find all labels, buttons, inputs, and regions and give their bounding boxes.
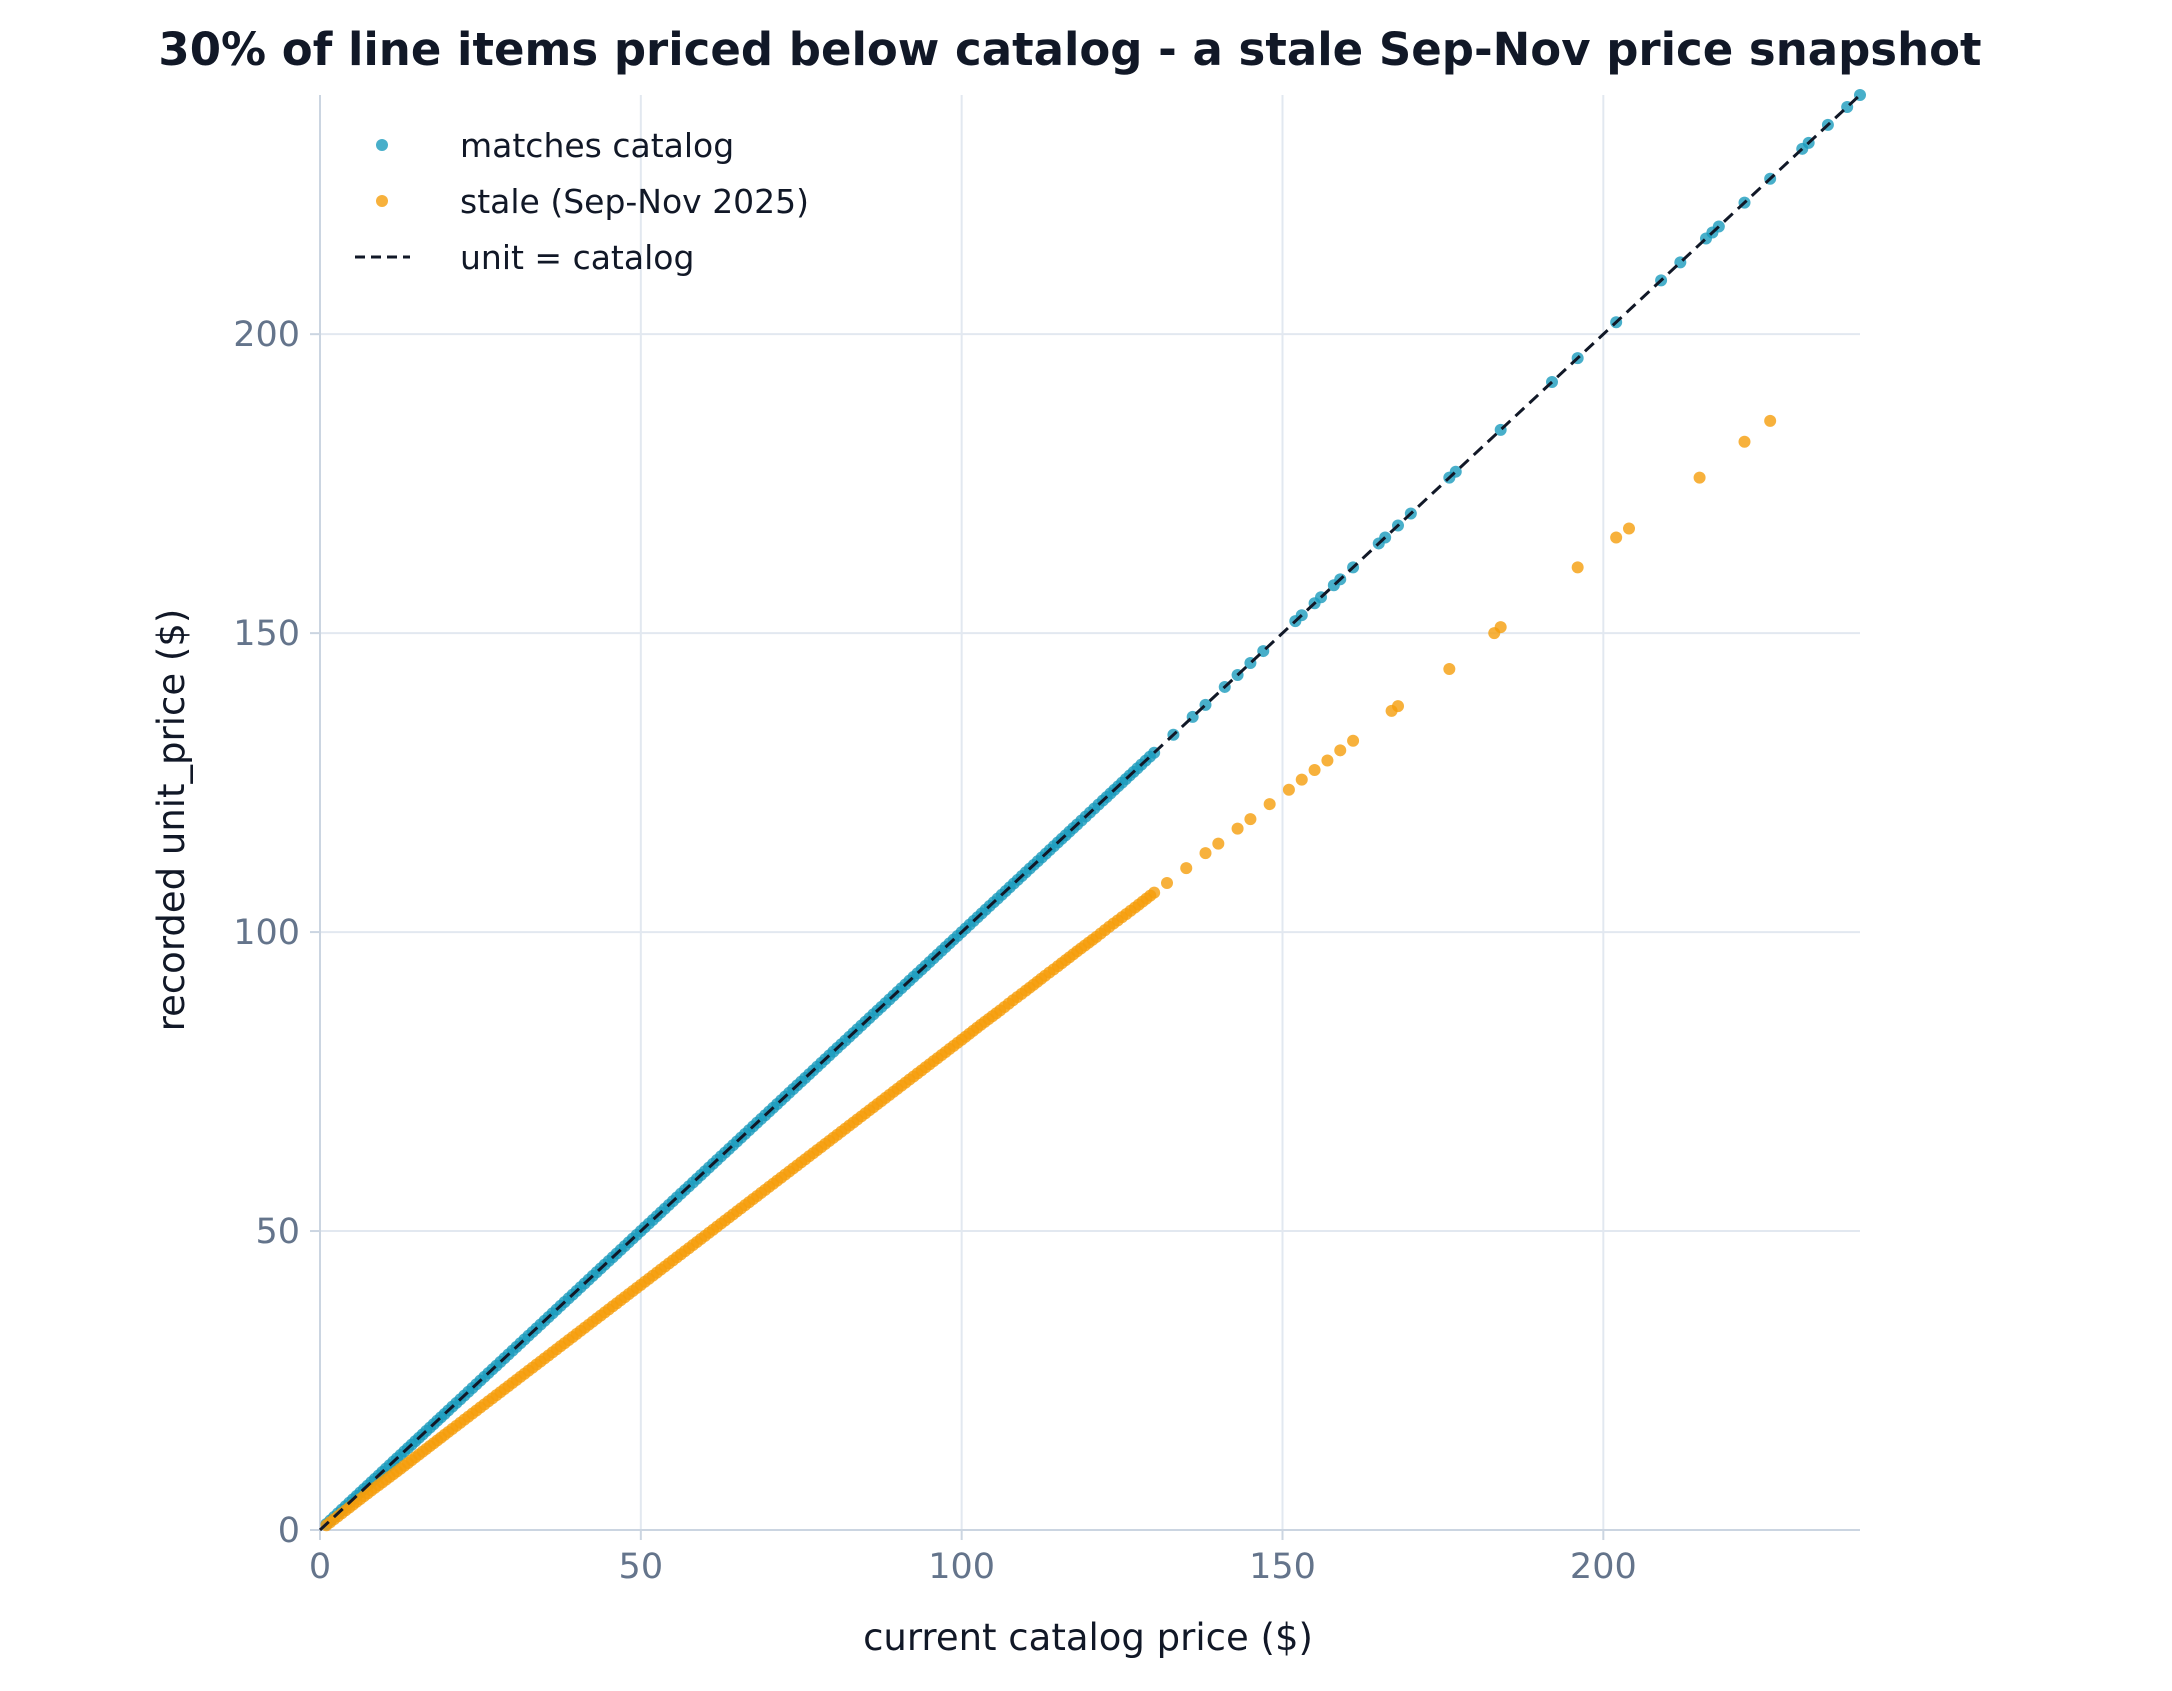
data-point	[1334, 744, 1347, 757]
data-point	[1282, 783, 1295, 796]
data-point	[1098, 924, 1111, 937]
data-point	[1015, 987, 1028, 1000]
data-point	[1144, 889, 1157, 902]
legend-dot-marker	[376, 195, 388, 207]
x-tick-label: 200	[1570, 1547, 1637, 1587]
series-1	[320, 414, 1777, 1532]
data-point	[1494, 621, 1507, 634]
data-point	[1764, 414, 1777, 427]
data-point	[1124, 904, 1137, 917]
data-point	[1111, 914, 1124, 927]
data-point	[1086, 933, 1099, 946]
legend-dot-marker	[376, 139, 388, 151]
y-tick-label: 0	[278, 1511, 300, 1551]
data-point	[1035, 972, 1048, 985]
data-point	[1738, 435, 1751, 448]
data-point	[1623, 522, 1635, 535]
y-axis-label: recorded unit_price ($)	[150, 609, 193, 1032]
x-tick-label: 50	[619, 1547, 664, 1587]
x-tick-label: 0	[309, 1547, 331, 1587]
reference-line-layer	[318, 93, 1862, 1532]
data-point	[1321, 754, 1334, 767]
data-point	[1392, 700, 1404, 713]
data-point	[1610, 531, 1623, 544]
y-tick-label: 50	[255, 1212, 300, 1252]
data-point	[1347, 734, 1360, 747]
data-point	[1443, 663, 1456, 675]
data-point	[1047, 963, 1060, 976]
chart-title: 30% of line items priced below catalog -…	[158, 23, 1981, 76]
data-point	[1180, 862, 1193, 875]
data-point	[1263, 798, 1276, 811]
reference-line	[318, 93, 1862, 1532]
y-tick-label: 150	[233, 614, 300, 654]
legend-label: unit = catalog	[460, 238, 694, 277]
data-point	[1161, 877, 1173, 890]
x-axis-label: current catalog price ($)	[863, 1616, 1313, 1659]
data-point	[990, 1007, 1003, 1020]
y-tick-label: 200	[233, 315, 300, 355]
y-tick-label: 100	[233, 913, 300, 953]
data-point	[1002, 997, 1015, 1010]
data-point	[1571, 561, 1584, 574]
legend-label: matches catalog	[460, 126, 734, 165]
data-point	[1199, 847, 1212, 860]
data-point	[1295, 773, 1308, 786]
data-point	[1308, 764, 1321, 777]
x-tick-label: 150	[1249, 1547, 1316, 1587]
legend: matches catalog stale (Sep-Nov 2025) unit …	[355, 126, 809, 277]
data-point	[1244, 813, 1257, 826]
data-point	[1212, 837, 1225, 850]
data-point	[1231, 822, 1244, 835]
data-point	[1693, 471, 1706, 484]
x-tick-label: 100	[928, 1547, 995, 1587]
legend-label: stale (Sep-Nov 2025)	[460, 182, 809, 221]
axes: 0 50 100 150 200 0 50 100 150 200	[233, 95, 1860, 1587]
